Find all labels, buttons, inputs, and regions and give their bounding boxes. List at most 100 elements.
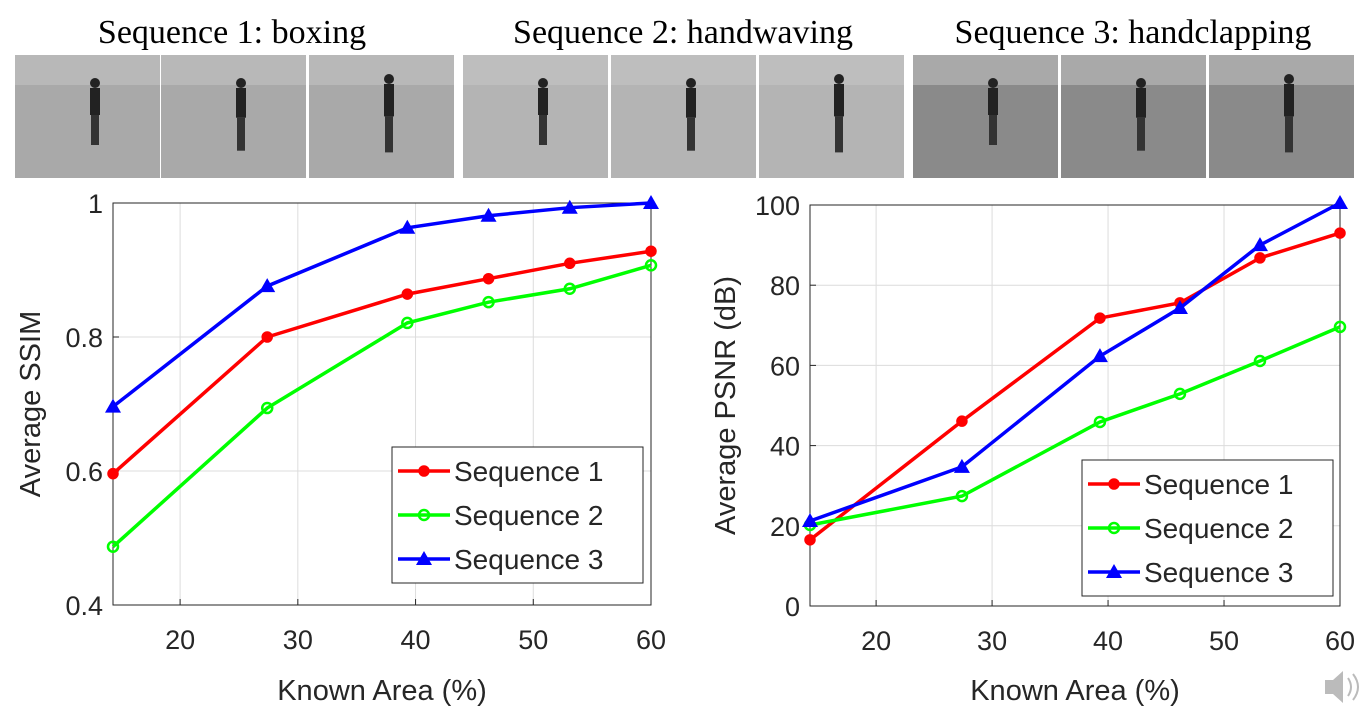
x-tick-label: 40 xyxy=(1093,626,1123,656)
marker xyxy=(1332,194,1348,209)
figure-head xyxy=(538,78,548,88)
legend: Sequence 1 Sequence 2 Sequence 3 xyxy=(1081,459,1334,597)
marker xyxy=(259,278,276,293)
marker xyxy=(643,195,659,209)
figure-head xyxy=(834,74,844,84)
y-tick-label: 0.8 xyxy=(65,323,103,353)
marker xyxy=(1334,227,1346,239)
figure-head xyxy=(1284,74,1294,84)
x-tick-label: 30 xyxy=(283,625,313,655)
chart: 20 30 40 50 60 0 20 40 60 80 100 Known Area (%) Aver… xyxy=(710,191,1355,707)
figure-head xyxy=(1136,78,1146,88)
sequence-title: Sequence 3: handclapping xyxy=(955,14,1312,51)
legend-label: Sequence 2 xyxy=(454,500,603,531)
marker xyxy=(401,288,414,300)
marker xyxy=(956,415,968,427)
marker xyxy=(1091,348,1108,363)
marker xyxy=(107,467,119,480)
y-tick-label: 1 xyxy=(88,189,103,219)
figure-head xyxy=(384,74,394,84)
marker xyxy=(260,401,274,415)
marker xyxy=(1253,354,1267,368)
marker xyxy=(804,534,816,546)
figure-legs xyxy=(91,115,99,145)
marker xyxy=(645,245,657,257)
marker xyxy=(1254,252,1266,264)
figure xyxy=(686,88,696,118)
sequence-title: Sequence 2: handwaving xyxy=(513,14,853,51)
legend-label: Sequence 1 xyxy=(1144,469,1293,500)
x-tick-label: 60 xyxy=(636,625,666,655)
x-tick-label: 50 xyxy=(1209,626,1239,656)
figure-head xyxy=(686,78,696,88)
figure-legs xyxy=(989,115,997,145)
figure-legs xyxy=(385,116,393,153)
marker xyxy=(644,259,658,272)
x-tick-label: 20 xyxy=(165,625,195,655)
figure-legs xyxy=(539,115,547,145)
marker xyxy=(1108,478,1120,490)
figure xyxy=(538,88,548,115)
marker xyxy=(261,331,273,343)
legend-label: Sequence 2 xyxy=(1144,513,1293,544)
marker xyxy=(955,489,969,503)
frame-sky xyxy=(161,55,306,85)
figure-head xyxy=(90,78,100,88)
frame-sky xyxy=(15,55,160,85)
legend-label: Sequence 3 xyxy=(454,544,603,575)
frame-sky xyxy=(463,55,608,85)
figure xyxy=(1284,84,1294,117)
legend: Sequence 1 Sequence 2 Sequence 3 xyxy=(391,446,644,584)
figure xyxy=(1136,88,1146,118)
legend-label: Sequence 1 xyxy=(454,456,603,487)
frame-sky xyxy=(309,55,454,85)
figure-legs xyxy=(1137,117,1145,151)
figure-legs xyxy=(237,117,245,151)
marker xyxy=(1093,415,1107,429)
series-line xyxy=(809,325,1341,527)
y-tick-label: 60 xyxy=(770,351,800,381)
figure-head xyxy=(236,78,246,88)
y-tick-label: 100 xyxy=(755,191,800,221)
marker xyxy=(1171,300,1188,315)
speaker-icon xyxy=(1325,671,1359,703)
marker xyxy=(482,272,495,285)
y-tick-label: 40 xyxy=(770,432,800,462)
y-tick-label: 20 xyxy=(770,512,800,542)
figure xyxy=(988,88,998,115)
marker xyxy=(1107,521,1121,535)
series-line xyxy=(111,249,652,475)
marker xyxy=(106,540,120,553)
figure xyxy=(384,84,394,117)
x-tick-label: 20 xyxy=(861,626,891,656)
axes-box xyxy=(809,204,1341,607)
figure xyxy=(90,88,100,115)
y-tick-label: 0 xyxy=(785,592,800,622)
marker xyxy=(399,219,416,234)
figure-legs xyxy=(835,116,843,153)
y-tick-label: 0.4 xyxy=(65,591,103,621)
frame-strip xyxy=(15,55,1354,178)
marker xyxy=(1094,312,1106,324)
frame-sky xyxy=(913,55,1058,85)
marker xyxy=(564,257,576,270)
marker xyxy=(1333,320,1347,334)
sequence-title: Sequence 1: boxing xyxy=(98,14,366,51)
series-line xyxy=(809,201,1341,523)
marker xyxy=(953,458,970,473)
figure xyxy=(236,88,246,118)
y-tick-label: 80 xyxy=(770,271,800,301)
legend-label: Sequence 3 xyxy=(1144,557,1293,588)
marker xyxy=(105,398,121,413)
series-line xyxy=(111,201,652,409)
marker xyxy=(563,282,577,296)
x-axis-label: Known Area (%) xyxy=(277,675,487,707)
x-tick-label: 40 xyxy=(401,625,431,655)
figure xyxy=(834,84,844,117)
marker xyxy=(802,512,818,527)
x-tick-label: 50 xyxy=(518,625,548,655)
marker xyxy=(1251,237,1268,252)
frame-sky xyxy=(1061,55,1206,85)
frame-sky xyxy=(611,55,756,85)
